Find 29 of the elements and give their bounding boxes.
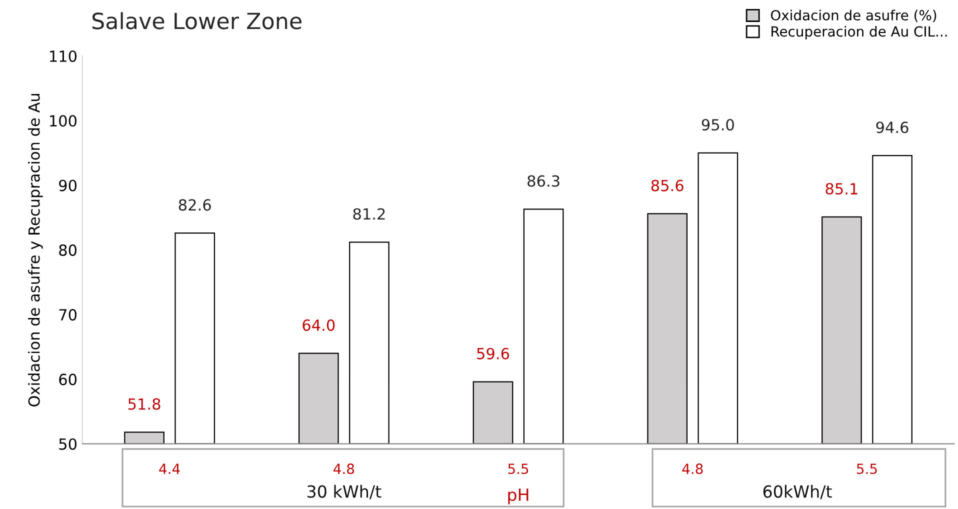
data-label: 59.6 (477, 348, 510, 360)
data-label: 81.2 (353, 208, 385, 220)
chart-title: Salave Lower Zone (92, 12, 302, 30)
text: 60kWh/t (763, 484, 832, 500)
data-label: 94.6 (876, 122, 908, 134)
y-tick-label: 90 (59, 180, 77, 192)
y-tick-label: 80 (59, 244, 77, 256)
x-tick-label: 5.5 (508, 464, 528, 474)
x-tick-label: 5.5 (857, 464, 877, 474)
data-label: 85.6 (651, 180, 684, 192)
data-label: 86.3 (528, 175, 560, 187)
legend-label: Recuperacion de Au CIL... (772, 26, 947, 40)
x-tick-label: 4.8 (334, 464, 354, 474)
data-label: 95.0 (702, 118, 734, 131)
data-label: 64.0 (302, 319, 335, 331)
y-tick-label: 70 (59, 309, 77, 321)
text: 30 kWh/t (308, 484, 382, 500)
y-tick-label: 60 (59, 374, 77, 386)
legend-label: Oxidacion de asufre (%) (770, 10, 936, 22)
data-label: 51.8 (128, 398, 160, 410)
data-label: 85.1 (826, 182, 858, 195)
text: pH (508, 488, 528, 504)
y-tick-label: 110 (50, 50, 77, 62)
y-axis-title: Oxidacion de asufre y Recupracion de Au (28, 94, 43, 406)
data-label: 82.6 (178, 199, 211, 211)
y-tick-label: 100 (50, 115, 77, 127)
x-tick-label: 4.4 (159, 464, 180, 474)
x-tick-label: 4.8 (682, 464, 703, 474)
y-tick-label: 50 (59, 438, 77, 450)
